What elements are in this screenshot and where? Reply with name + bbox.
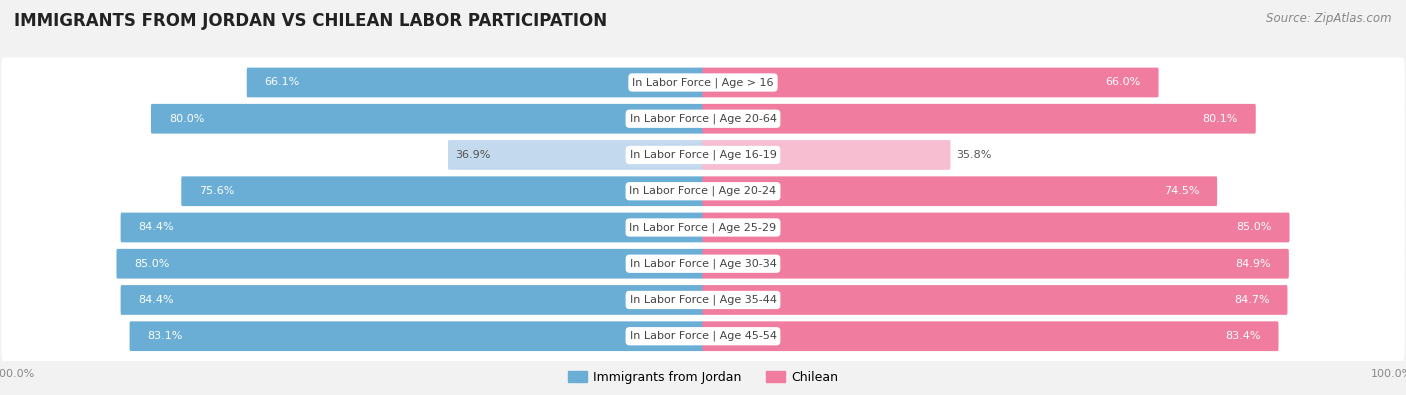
Text: 83.1%: 83.1% xyxy=(148,331,183,341)
Text: In Labor Force | Age 30-34: In Labor Force | Age 30-34 xyxy=(630,258,776,269)
FancyBboxPatch shape xyxy=(1,166,1405,216)
Text: In Labor Force | Age 20-24: In Labor Force | Age 20-24 xyxy=(630,186,776,196)
FancyBboxPatch shape xyxy=(703,104,1256,134)
Text: 66.0%: 66.0% xyxy=(1105,77,1140,87)
Text: 84.7%: 84.7% xyxy=(1234,295,1270,305)
FancyBboxPatch shape xyxy=(246,68,703,97)
FancyBboxPatch shape xyxy=(1,94,1405,144)
Text: Source: ZipAtlas.com: Source: ZipAtlas.com xyxy=(1267,12,1392,25)
FancyBboxPatch shape xyxy=(1,58,1405,107)
FancyBboxPatch shape xyxy=(181,176,703,206)
Text: In Labor Force | Age 25-29: In Labor Force | Age 25-29 xyxy=(630,222,776,233)
FancyBboxPatch shape xyxy=(703,213,1289,243)
FancyBboxPatch shape xyxy=(1,130,1405,180)
Text: In Labor Force | Age > 16: In Labor Force | Age > 16 xyxy=(633,77,773,88)
Text: 83.4%: 83.4% xyxy=(1225,331,1261,341)
Text: IMMIGRANTS FROM JORDAN VS CHILEAN LABOR PARTICIPATION: IMMIGRANTS FROM JORDAN VS CHILEAN LABOR … xyxy=(14,12,607,30)
FancyBboxPatch shape xyxy=(1,311,1405,361)
FancyBboxPatch shape xyxy=(703,140,950,170)
Text: 84.9%: 84.9% xyxy=(1236,259,1271,269)
FancyBboxPatch shape xyxy=(1,275,1405,325)
FancyBboxPatch shape xyxy=(1,239,1405,289)
Text: 80.1%: 80.1% xyxy=(1202,114,1237,124)
Text: In Labor Force | Age 45-54: In Labor Force | Age 45-54 xyxy=(630,331,776,341)
FancyBboxPatch shape xyxy=(150,104,703,134)
Text: 66.1%: 66.1% xyxy=(264,77,299,87)
Text: In Labor Force | Age 20-64: In Labor Force | Age 20-64 xyxy=(630,113,776,124)
FancyBboxPatch shape xyxy=(703,249,1289,278)
FancyBboxPatch shape xyxy=(703,176,1218,206)
Text: In Labor Force | Age 16-19: In Labor Force | Age 16-19 xyxy=(630,150,776,160)
Text: 84.4%: 84.4% xyxy=(139,295,174,305)
FancyBboxPatch shape xyxy=(703,285,1288,315)
Text: 35.8%: 35.8% xyxy=(956,150,993,160)
Text: In Labor Force | Age 35-44: In Labor Force | Age 35-44 xyxy=(630,295,776,305)
FancyBboxPatch shape xyxy=(703,68,1159,97)
FancyBboxPatch shape xyxy=(121,285,703,315)
FancyBboxPatch shape xyxy=(1,203,1405,252)
Text: 75.6%: 75.6% xyxy=(200,186,235,196)
Text: 80.0%: 80.0% xyxy=(169,114,204,124)
FancyBboxPatch shape xyxy=(449,140,703,170)
Legend: Immigrants from Jordan, Chilean: Immigrants from Jordan, Chilean xyxy=(562,366,844,389)
Text: 84.4%: 84.4% xyxy=(139,222,174,233)
FancyBboxPatch shape xyxy=(117,249,703,278)
Text: 74.5%: 74.5% xyxy=(1164,186,1199,196)
Text: 36.9%: 36.9% xyxy=(456,150,491,160)
Text: 85.0%: 85.0% xyxy=(135,259,170,269)
FancyBboxPatch shape xyxy=(703,322,1278,351)
FancyBboxPatch shape xyxy=(121,213,703,243)
Text: 85.0%: 85.0% xyxy=(1236,222,1271,233)
FancyBboxPatch shape xyxy=(129,322,703,351)
